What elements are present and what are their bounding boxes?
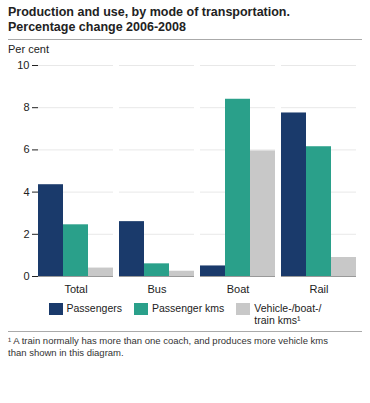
svg-text:Bus: Bus [148,283,167,295]
svg-text:4: 4 [23,186,29,198]
html-text:Vehicle-/boat-/ train kms¹: Vehicle-/boat-/ train kms¹ [254,302,322,327]
svg-text:Boat: Boat [227,283,250,295]
svg-text:0: 0 [23,270,29,282]
svg-text:Rail: Rail [310,283,329,295]
html-text:Passenger kms: Passenger kms [152,302,225,314]
html-text:Production and use, by mode of: Production and use, by mode of transport… [8,5,290,34]
svg-text:2: 2 [23,228,29,240]
html-text:¹ A train normally has more th: ¹ A train normally has more than one coa… [8,335,328,358]
svg-text:10: 10 [17,59,29,71]
html-text:Per cent: Per cent [8,43,49,55]
html-text:Passengers: Passengers [66,302,122,314]
svg-text:8: 8 [23,101,29,113]
svg-text:6: 6 [23,143,29,155]
svg-text:Total: Total [64,283,87,295]
